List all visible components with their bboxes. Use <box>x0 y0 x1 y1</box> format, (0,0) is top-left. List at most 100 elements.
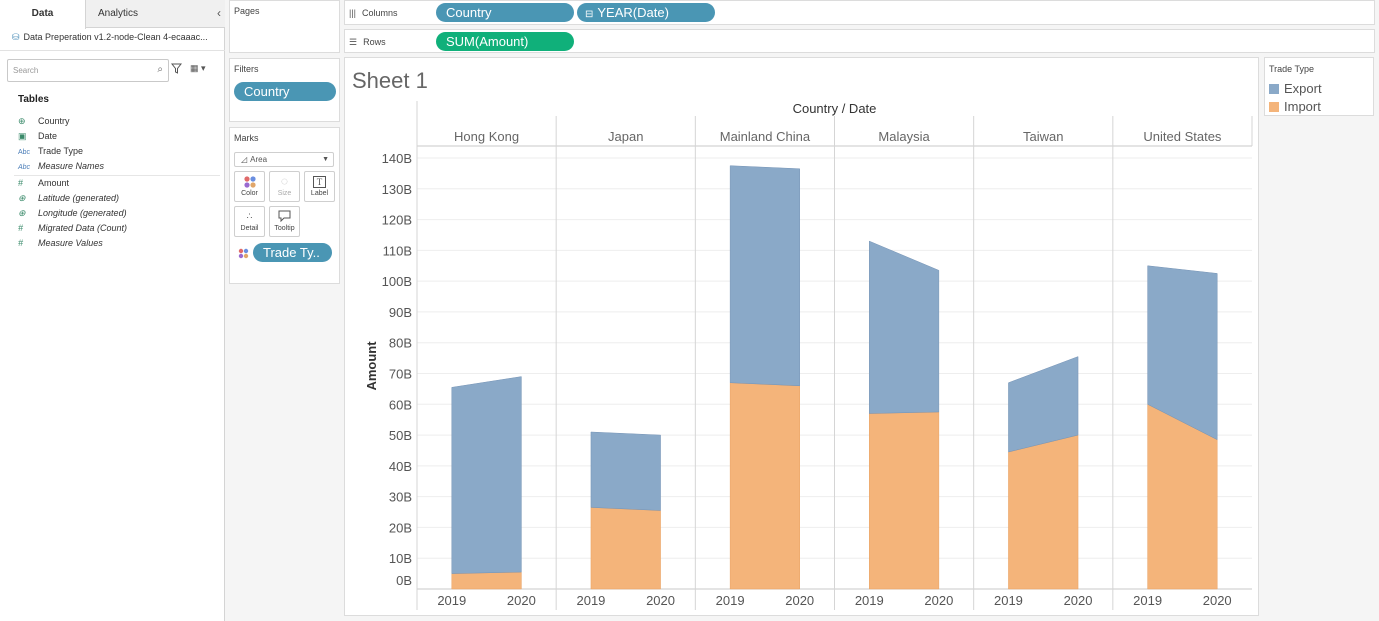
field-amount[interactable]: # Amount <box>18 176 69 190</box>
area-export-united-states[interactable] <box>1147 265 1218 441</box>
rows-shelf-label: ☰ Rows <box>349 37 386 47</box>
area-export-hong-kong[interactable] <box>451 376 522 574</box>
marks-label: Marks <box>234 133 259 143</box>
area-export-malaysia[interactable] <box>869 240 940 414</box>
country-header-label: Hong Kong <box>454 129 519 144</box>
color-button[interactable]: Color <box>234 171 265 202</box>
field-country[interactable]: ⊕ Country <box>18 114 70 128</box>
country-header-label: Taiwan <box>1023 129 1063 144</box>
detail-icon: ∴ <box>246 211 253 221</box>
area-export-japan[interactable] <box>590 431 661 511</box>
y-tick-label: 70B <box>389 367 412 382</box>
size-button: ◌ Size <box>269 171 300 202</box>
mark-type-dropdown[interactable]: ◿ Area ▼ <box>234 152 334 167</box>
x-tick-label: 2020 <box>785 593 814 608</box>
field-date[interactable]: ▣ Date <box>18 129 57 143</box>
columns-pill-year-date[interactable]: ⊟ YEAR(Date) <box>577 3 715 22</box>
number-type-icon: # <box>18 178 24 188</box>
detail-button[interactable]: ∴ Detail <box>234 206 265 237</box>
field-migrated-data-count[interactable]: # Migrated Data (Count) <box>18 221 127 235</box>
legend-label-import: Import <box>1284 99 1321 114</box>
y-tick-label: 0B <box>396 573 412 588</box>
country-header-label: Malaysia <box>878 129 930 144</box>
field-longitude-generated[interactable]: ⊕ Longitude (generated) <box>18 206 127 220</box>
pages-card[interactable]: Pages <box>229 0 340 53</box>
field-label: Measure Names <box>38 161 105 171</box>
country-header-label: United States <box>1143 129 1222 144</box>
x-tick-label: 2019 <box>437 593 466 608</box>
filter-icon[interactable] <box>170 63 183 77</box>
divider <box>0 50 225 51</box>
area-import-malaysia[interactable] <box>869 411 940 590</box>
y-tick-label: 130B <box>382 182 412 197</box>
y-tick-label: 100B <box>382 274 412 289</box>
area-import-hong-kong[interactable] <box>451 571 522 590</box>
filters-label: Filters <box>234 64 259 74</box>
search-input[interactable]: Search ⌕ <box>7 59 169 82</box>
area-import-mainland-china[interactable] <box>729 382 800 590</box>
rows-pill-sum-amount[interactable]: SUM(Amount) <box>436 32 574 51</box>
tooltip-button[interactable]: Tooltip <box>269 206 300 237</box>
marks-pill-trade-type[interactable]: Trade Ty.. <box>253 243 332 262</box>
x-tick-label: 2019 <box>855 593 884 608</box>
filter-pill-country[interactable]: Country <box>234 82 336 101</box>
datasource-row[interactable]: ⛁ Data Preperation v1.2-node-Clean 4-ecaa… <box>12 32 208 43</box>
area-export-mainland-china[interactable] <box>729 165 800 387</box>
label-icon: T <box>305 172 334 190</box>
label-button[interactable]: T Label <box>304 171 335 202</box>
pane-tabbar: Data Analytics ‹ <box>0 0 225 29</box>
size-icon: ◌ <box>280 174 289 188</box>
field-measure-values[interactable]: # Measure Values <box>18 236 103 250</box>
datasource-icon: ⛁ <box>12 32 20 42</box>
number-type-icon: # <box>18 238 24 248</box>
y-tick-label: 120B <box>382 213 412 228</box>
search-icon: ⌕ <box>157 64 163 75</box>
columns-shelf-label: ||| Columns <box>349 8 398 18</box>
field-label: Country <box>38 116 70 126</box>
y-tick-label: 110B <box>383 243 412 258</box>
x-tick-label: 2020 <box>1064 593 1093 608</box>
field-trade-type[interactable]: Abc Trade Type <box>18 144 83 158</box>
x-tick-label: 2019 <box>994 593 1023 608</box>
legend-swatch-export <box>1269 84 1279 94</box>
legend-label-export: Export <box>1284 81 1322 96</box>
area-import-japan[interactable] <box>590 507 661 590</box>
chevron-down-icon: ▼ <box>322 156 329 163</box>
area-icon: ◿ <box>241 155 248 164</box>
area-import-taiwan[interactable] <box>1008 434 1079 590</box>
tables-heading: Tables <box>18 94 49 105</box>
y-axis-label: Amount <box>364 341 379 391</box>
color-label: Color <box>241 190 258 197</box>
detail-label: Detail <box>240 225 259 232</box>
tooltip-label: Tooltip <box>274 225 295 232</box>
legend-trade-type: Trade Type Export Import <box>1264 57 1374 116</box>
legend-item-import[interactable]: Import <box>1269 99 1321 115</box>
field-label: Longitude (generated) <box>38 208 127 218</box>
tab-analytics[interactable]: Analytics <box>97 8 138 19</box>
datasource-name: Data Preperation v1.2-node-Clean 4-ecaaa… <box>23 32 208 42</box>
globe-icon: ⊕ <box>18 193 26 203</box>
legend-item-export[interactable]: Export <box>1269 81 1322 97</box>
y-tick-label: 30B <box>389 490 412 505</box>
view-options-icon[interactable]: ▦ ▾ <box>190 63 206 73</box>
x-tick-label: 2019 <box>1133 593 1162 608</box>
columns-icon: ||| <box>349 8 357 18</box>
filters-card[interactable]: Filters Country <box>229 58 340 122</box>
collapse-pane-icon[interactable]: ‹ <box>217 6 221 20</box>
field-measure-names[interactable]: Abc Measure Names <box>18 159 104 173</box>
area-chart: Country / Date 0B 10B 20B 30B 40B 50B 60B 70B 80B… <box>364 101 1253 610</box>
size-label: Size <box>277 190 292 197</box>
color-icon <box>235 172 264 190</box>
x-tick-label: 2020 <box>1203 593 1232 608</box>
x-tick-label: 2019 <box>576 593 605 608</box>
field-label: Latitude (generated) <box>38 193 120 203</box>
rows-icon: ☰ <box>349 37 358 47</box>
columns-pill-country[interactable]: Country <box>436 3 574 22</box>
field-label: Migrated Data (Count) <box>38 223 128 233</box>
area-export-taiwan[interactable] <box>1008 356 1079 453</box>
number-type-icon: # <box>18 223 24 233</box>
field-label: Date <box>38 131 58 141</box>
field-latitude-generated[interactable]: ⊕ Latitude (generated) <box>18 191 119 205</box>
field-label: Trade Type <box>38 146 84 156</box>
tab-data[interactable]: Data <box>0 0 86 29</box>
